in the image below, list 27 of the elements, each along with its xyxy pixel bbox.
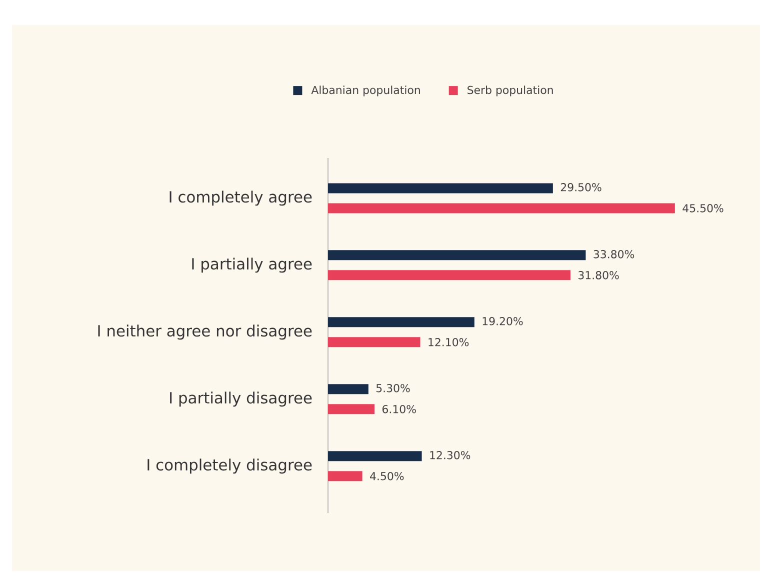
bar: [328, 317, 474, 328]
legend-label: Serb population: [468, 86, 553, 96]
data-label: 12.10%: [428, 338, 469, 346]
bar: [328, 384, 368, 394]
y-tick-label: I neither agree nor disagree: [98, 324, 312, 340]
data-label: 29.50%: [560, 183, 602, 192]
bar: [328, 337, 420, 348]
data-label: 6.10%: [382, 405, 416, 414]
bar: [328, 270, 570, 280]
bar: [328, 451, 422, 462]
bar: [328, 203, 675, 214]
data-label: 4.50%: [370, 472, 404, 480]
bar: [328, 404, 375, 414]
data-label: 12.30%: [430, 450, 470, 460]
y-tick-label: I partially agree: [192, 258, 312, 273]
data-label: 19.20%: [482, 317, 523, 326]
legend-label: Albanian population: [311, 86, 420, 96]
bar: [328, 183, 553, 194]
data-label: 33.80%: [594, 250, 634, 258]
data-label: 45.50%: [682, 204, 724, 212]
bar: [328, 250, 586, 260]
y-tick-label: I completely agree: [170, 190, 312, 206]
y-tick-label: I completely disagree: [148, 458, 312, 474]
data-label: 5.30%: [376, 384, 410, 392]
y-tick-label: I partially disagree: [170, 392, 312, 407]
data-label: 31.80%: [578, 271, 619, 280]
bar: [328, 471, 362, 482]
